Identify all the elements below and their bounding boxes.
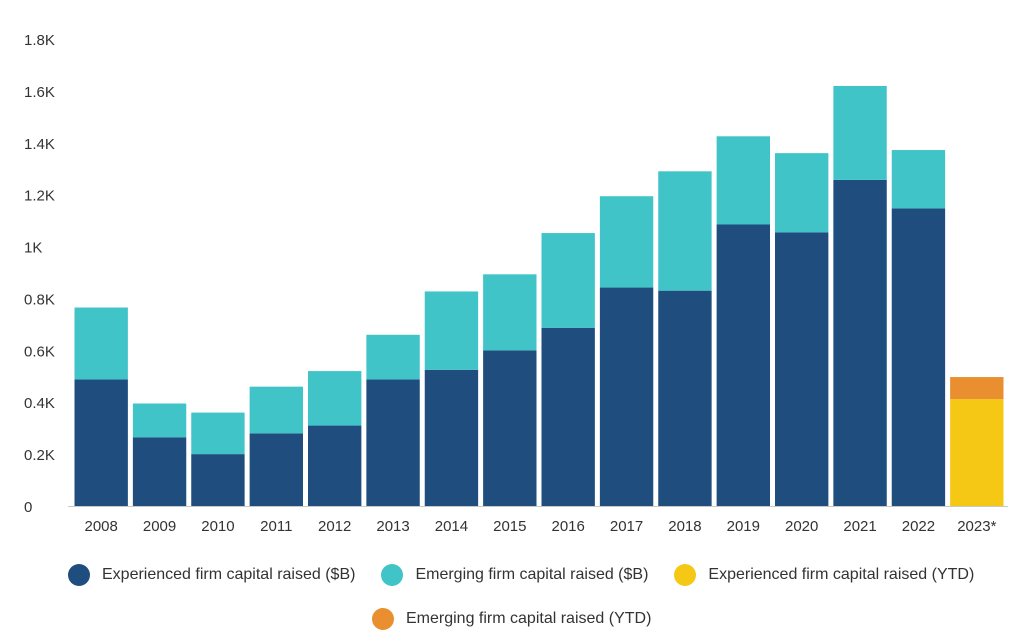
bar-2012-series-0 (308, 425, 362, 506)
legend-label-experienced-ytd: Experienced firm capital raised (YTD) (708, 566, 975, 583)
y-tick-label: 0.4K (24, 395, 55, 412)
legend-item-emerging-ytd: Emerging firm capital raised (YTD) (372, 608, 651, 630)
x-tick-label: 2008 (85, 518, 118, 535)
bar-2011-series-1 (249, 386, 303, 434)
x-tick-label: 2010 (201, 518, 234, 535)
bar-2021-series-0 (833, 179, 887, 506)
bar-2012-series-1 (308, 371, 362, 426)
bar-2008-series-1 (74, 307, 128, 380)
x-tick-label: 2019 (727, 518, 760, 535)
y-tick-label: 0.2K (24, 447, 55, 464)
legend-swatch-experienced (68, 564, 90, 586)
bar-2018-series-0 (658, 290, 712, 506)
bar-2023*-series-3 (950, 377, 1004, 400)
bar-2014-series-0 (424, 369, 479, 506)
x-tick-label: 2011 (260, 518, 292, 535)
x-tick-label: 2012 (318, 518, 351, 535)
y-tick-label: 1.8K (24, 32, 55, 49)
legend-swatch-emerging (381, 564, 404, 586)
x-tick-label: 2021 (843, 518, 876, 535)
bar-2013-series-0 (366, 379, 420, 506)
bar-2019-series-0 (716, 224, 770, 506)
legend-label-experienced: Experienced firm capital raised ($B) (102, 566, 356, 583)
bar-2008-series-0 (74, 379, 128, 506)
bar-2019-series-1 (716, 136, 770, 225)
x-tick-label: 2016 (552, 518, 585, 535)
x-tick-label: 2018 (668, 518, 701, 535)
y-tick-label: 1.2K (24, 188, 55, 205)
legend-row-2: Emerging firm capital raised (YTD) (372, 608, 677, 630)
legend-item-experienced: Experienced firm capital raised ($B) (68, 564, 355, 586)
x-tick-label: 2014 (435, 518, 468, 535)
bar-2013-series-1 (366, 334, 420, 380)
legend-label-emerging: Emerging firm capital raised ($B) (415, 566, 649, 583)
legend-item-experienced-ytd: Experienced firm capital raised (YTD) (674, 564, 974, 586)
x-tick-label: 2022 (902, 518, 935, 535)
bar-2021-series-1 (833, 85, 887, 180)
legend-swatch-emerging-ytd (372, 608, 394, 630)
bar-2015-series-1 (483, 274, 537, 351)
y-tick-label: 1K (24, 240, 42, 257)
x-tick-label: 2009 (143, 518, 176, 535)
bar-2010-series-1 (191, 412, 245, 455)
y-tick-label: 1.6K (24, 84, 55, 101)
x-tick-label: 2023* (957, 518, 996, 535)
bar-2023*-series-2 (950, 399, 1004, 506)
bar-2016-series-1 (541, 233, 595, 328)
y-tick-label: 0 (24, 499, 32, 516)
bar-2015-series-0 (483, 350, 537, 506)
x-tick-label: 2013 (376, 518, 409, 535)
bar-2020-series-1 (775, 153, 829, 233)
bar-2017-series-1 (599, 196, 654, 288)
legend-swatch-experienced-ytd (674, 564, 697, 586)
bar-2022-series-1 (891, 150, 946, 209)
bar-chart: 0 0.2K 0.4K 0.6K 0.8K 1K 1.2K 1.4K 1.6K 1.8K 2008 2… (24, 32, 1008, 535)
bar-2009-series-0 (132, 437, 187, 506)
y-tick-label: 1.4K (24, 136, 55, 153)
legend-row-1: Experienced firm capital raised ($B) Eme… (68, 564, 1000, 586)
legend-label-emerging-ytd: Emerging firm capital raised (YTD) (406, 610, 652, 627)
x-tick-label: 2015 (493, 518, 526, 535)
legend-item-emerging: Emerging firm capital raised ($B) (381, 564, 648, 586)
bar-2009-series-1 (132, 403, 187, 438)
x-tick-label: 2017 (610, 518, 643, 535)
x-tick-label: 2020 (785, 518, 818, 535)
bar-2011-series-0 (249, 433, 303, 506)
bar-2020-series-0 (775, 232, 829, 506)
bar-2016-series-0 (541, 327, 595, 506)
y-tick-label: 0.6K (24, 343, 55, 360)
y-tick-label: 0.8K (24, 291, 55, 308)
bar-2017-series-0 (599, 287, 654, 506)
bar-2022-series-0 (891, 208, 946, 506)
bar-2014-series-1 (424, 291, 479, 370)
bar-2018-series-1 (658, 171, 712, 291)
bar-2010-series-0 (191, 454, 245, 506)
